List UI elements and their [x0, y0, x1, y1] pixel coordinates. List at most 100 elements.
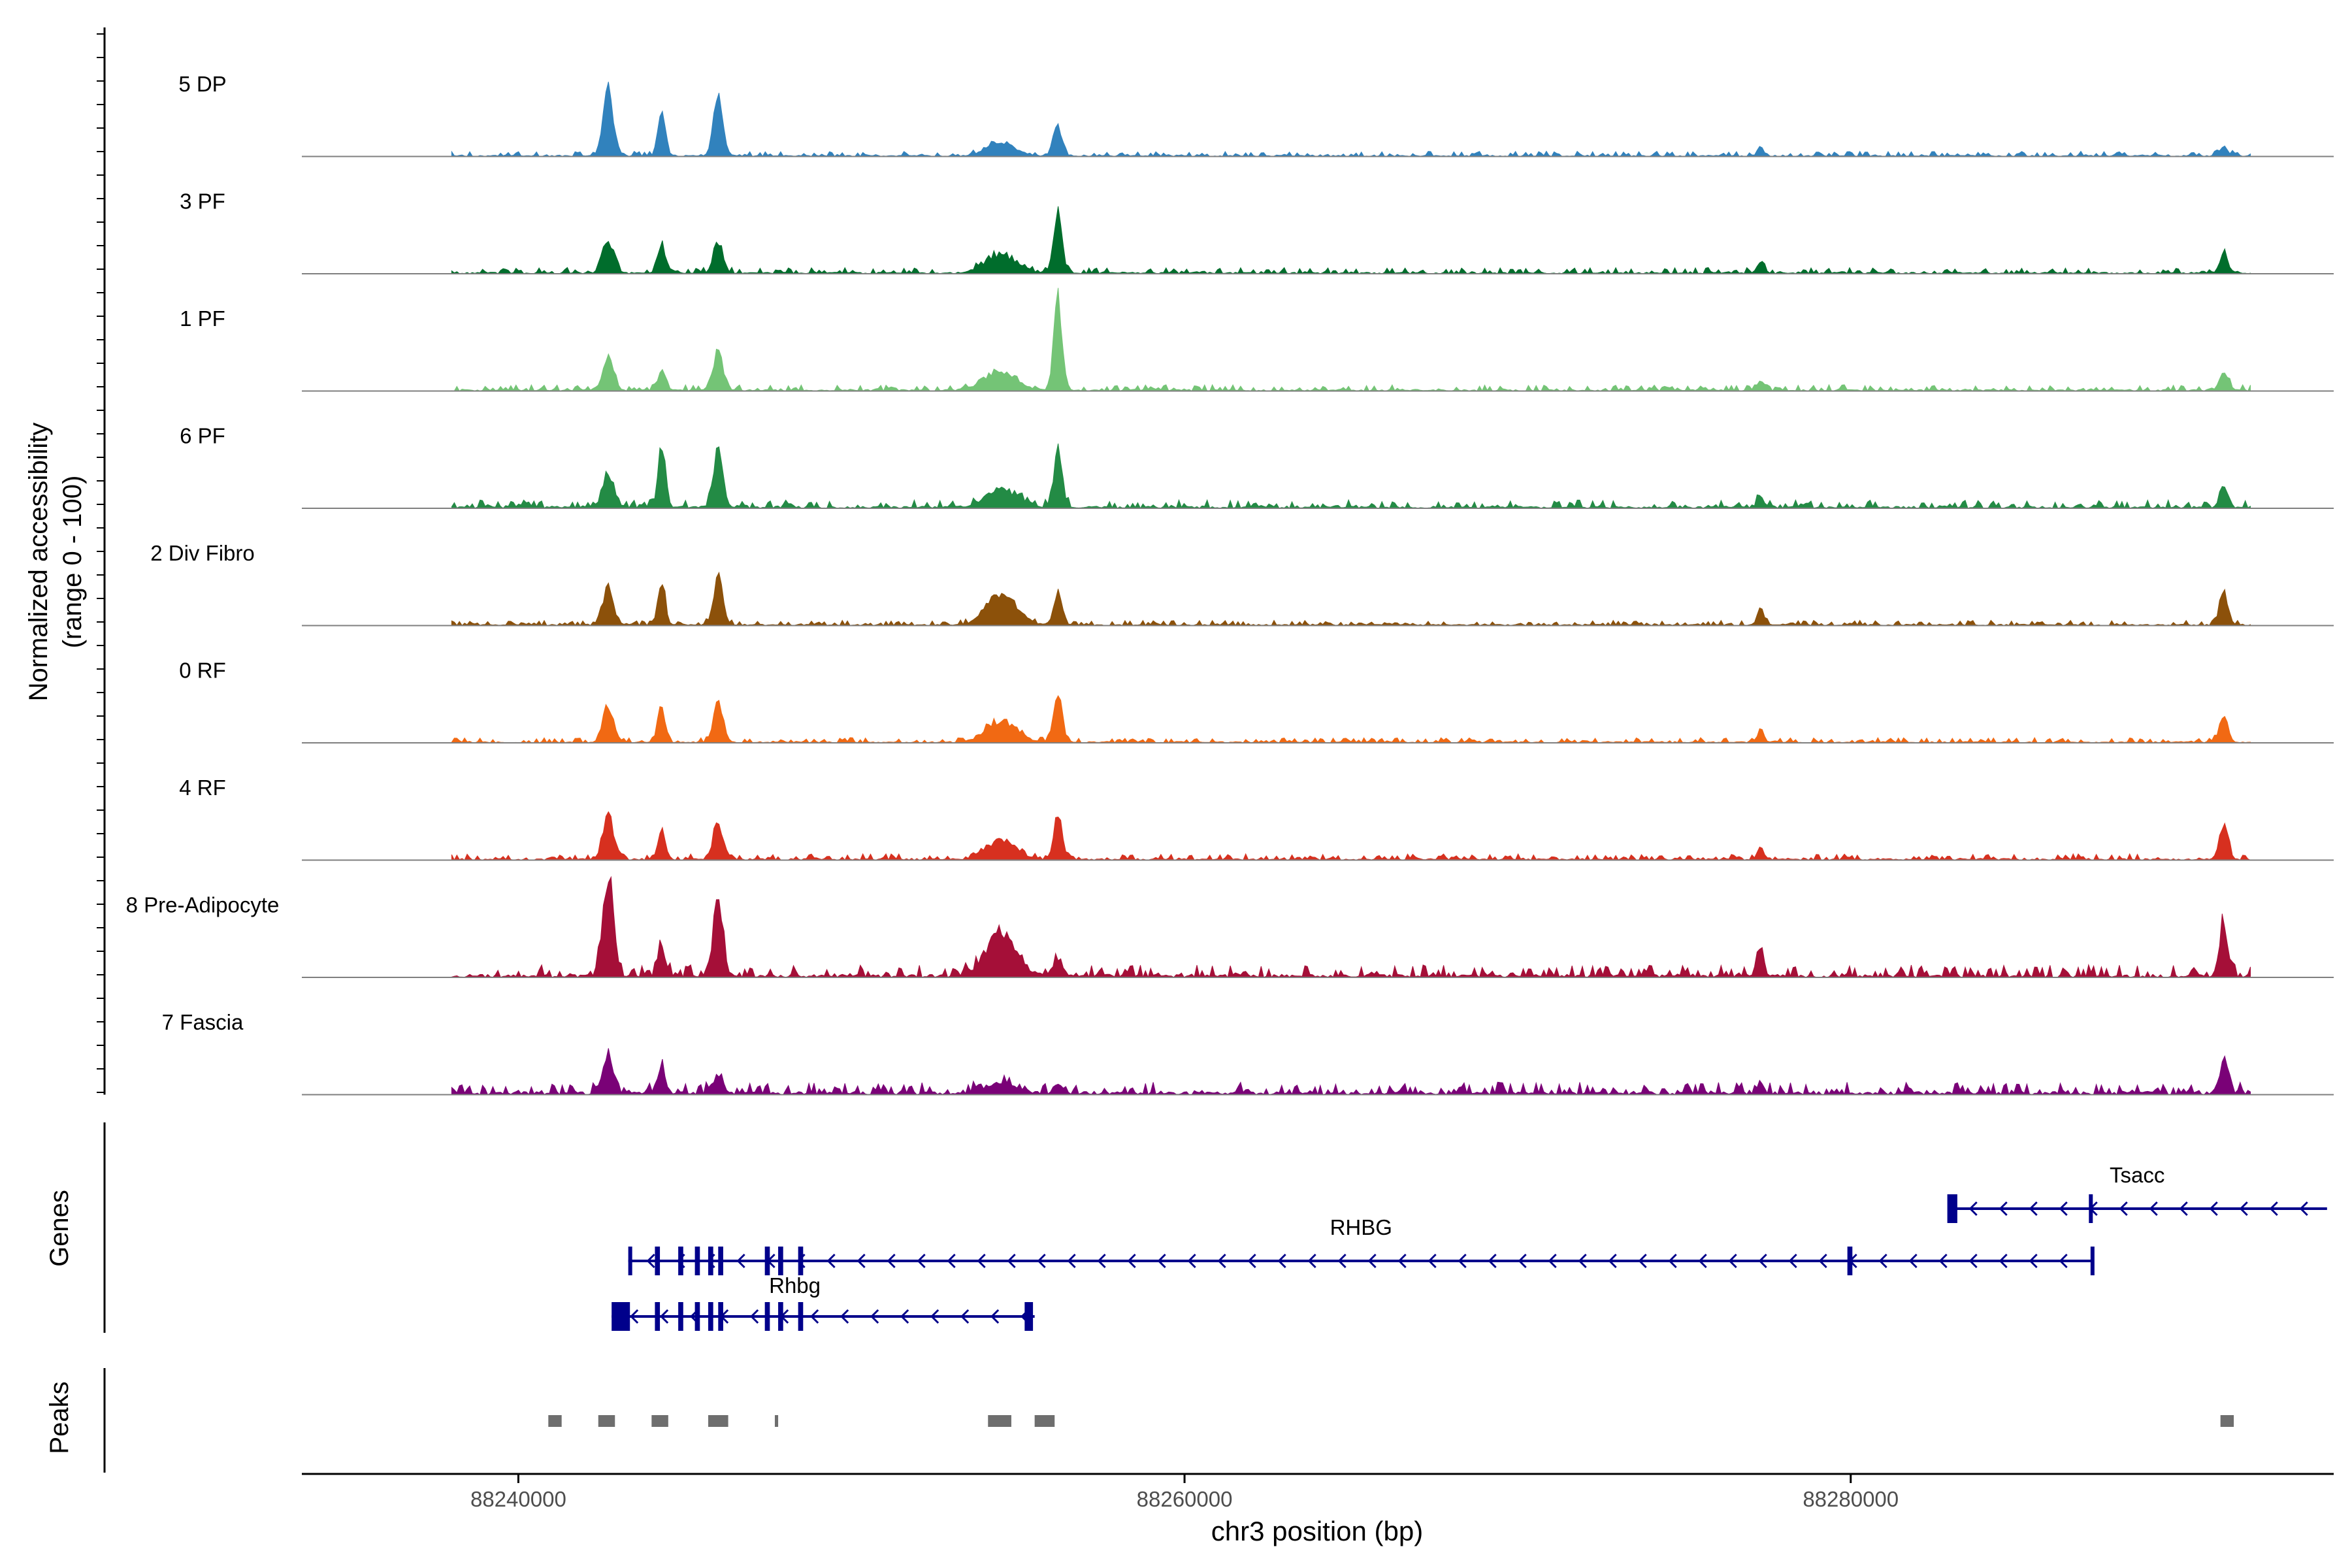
gene-track: Tsacc RHBG Rhbg — [612, 1163, 2327, 1331]
coverage-area — [451, 443, 2251, 510]
strand-arrow — [840, 1309, 849, 1324]
coverage-area — [451, 571, 2251, 627]
exon — [612, 1302, 630, 1331]
strand-arrow — [2209, 1201, 2218, 1217]
strand-arrow — [1668, 1253, 1677, 1269]
strand-arrow — [870, 1309, 879, 1324]
strand-arrow — [960, 1309, 970, 1324]
exon — [708, 1247, 713, 1275]
strand-arrow — [1337, 1253, 1347, 1269]
strand-arrow — [2029, 1201, 2038, 1217]
track-label: 4 RF — [179, 776, 226, 800]
strand-arrow — [736, 1253, 745, 1269]
track-5-dp: 5 DP — [178, 72, 2334, 157]
strand-arrow — [947, 1253, 956, 1269]
exon — [708, 1302, 713, 1331]
exon — [764, 1302, 770, 1331]
strand-arrow — [1788, 1253, 1797, 1269]
exon — [778, 1302, 783, 1331]
track-6-pf: 6 PF — [180, 424, 2334, 510]
strand-arrow — [1578, 1253, 1587, 1269]
strand-arrow — [2269, 1201, 2278, 1217]
peak-region — [708, 1415, 728, 1427]
strand-arrow — [1999, 1201, 2008, 1217]
strand-arrow — [1728, 1253, 1737, 1269]
track-label: 1 PF — [180, 306, 225, 331]
strand-arrow — [1608, 1253, 1617, 1269]
coverage-area — [451, 1048, 2251, 1096]
strand-arrow — [1968, 1253, 1978, 1269]
coverage-area — [451, 694, 2251, 743]
track-8-pre-adipocyte: 8 Pre-Adipocyte — [126, 875, 2334, 979]
exon — [694, 1247, 700, 1275]
track-label: 2 Div Fibro — [150, 541, 255, 565]
gene-tsacc: Tsacc — [1947, 1163, 2327, 1223]
coverage-y-axis-label-line2: (range 0 - 100) — [58, 476, 87, 649]
x-tick-label: 88240000 — [470, 1487, 566, 1511]
strand-arrow — [2119, 1201, 2128, 1217]
strand-arrow — [646, 1253, 655, 1269]
peak-region — [651, 1415, 668, 1427]
strand-arrow — [1548, 1253, 1557, 1269]
strand-arrow — [1127, 1253, 1136, 1269]
exon — [798, 1247, 804, 1275]
coverage-tracks: 5 DP 3 PF 1 PF 6 PF 2 Div Fibro 0 RF 4 RF 8 Pre… — [126, 72, 2334, 1096]
exon — [1024, 1302, 1034, 1331]
strand-arrow — [750, 1309, 759, 1324]
strand-arrow — [1097, 1253, 1106, 1269]
peak-region — [548, 1415, 562, 1427]
strand-arrow — [1067, 1253, 1076, 1269]
strand-arrow — [1938, 1253, 1948, 1269]
strand-arrow — [977, 1253, 986, 1269]
axes: 88240000 88260000 88280000 — [97, 27, 2334, 1511]
exon — [2090, 1247, 2095, 1275]
track-1-pf: 1 PF — [180, 287, 2334, 392]
exon — [778, 1247, 783, 1275]
exon — [678, 1247, 683, 1275]
coverage-area — [451, 811, 2251, 861]
gene-label: Rhbg — [769, 1273, 821, 1298]
strand-arrow — [1908, 1253, 1918, 1269]
track-7-fascia: 7 Fascia — [162, 1010, 2334, 1096]
strand-arrow — [630, 1309, 639, 1324]
exon — [1847, 1247, 1853, 1275]
strand-arrow — [2059, 1253, 2068, 1269]
exon — [628, 1247, 632, 1275]
gene-label: Tsacc — [2110, 1163, 2164, 1187]
track-label: 0 RF — [179, 659, 226, 683]
strand-arrow — [1277, 1253, 1286, 1269]
exon — [718, 1302, 723, 1331]
strand-arrow — [917, 1253, 926, 1269]
strand-arrow — [857, 1253, 866, 1269]
strand-arrow — [1397, 1253, 1407, 1269]
exon — [718, 1247, 723, 1275]
x-tick-label: 88260000 — [1137, 1487, 1233, 1511]
strand-arrow — [1157, 1253, 1166, 1269]
x-tick-label: 88280000 — [1803, 1487, 1899, 1511]
track-4-rf: 4 RF — [179, 776, 2334, 861]
strand-arrow — [1878, 1253, 1887, 1269]
track-0-rf: 0 RF — [179, 659, 2334, 743]
exon — [2089, 1194, 2093, 1223]
strand-arrow — [1247, 1253, 1256, 1269]
strand-arrow — [900, 1309, 909, 1324]
peak-region — [598, 1415, 615, 1427]
strand-arrow — [1638, 1253, 1647, 1269]
strand-arrow — [1488, 1253, 1497, 1269]
coverage-y-axis-label-sub: (range 0 - 100) — [58, 476, 87, 649]
track-label: 8 Pre-Adipocyte — [126, 893, 280, 917]
exon — [798, 1302, 804, 1331]
strand-arrow — [1758, 1253, 1767, 1269]
coverage-area — [451, 82, 2251, 157]
peak-region — [2220, 1415, 2234, 1427]
strand-arrow — [2299, 1201, 2308, 1217]
strand-arrow — [1428, 1253, 1437, 1269]
strand-arrow — [1698, 1253, 1707, 1269]
strand-arrow — [990, 1309, 1000, 1324]
exon — [764, 1247, 770, 1275]
coverage-area — [451, 206, 2251, 274]
exon — [655, 1302, 661, 1331]
strand-arrow — [1968, 1201, 1978, 1217]
track-label: 5 DP — [178, 72, 226, 96]
strand-arrow — [810, 1309, 819, 1324]
